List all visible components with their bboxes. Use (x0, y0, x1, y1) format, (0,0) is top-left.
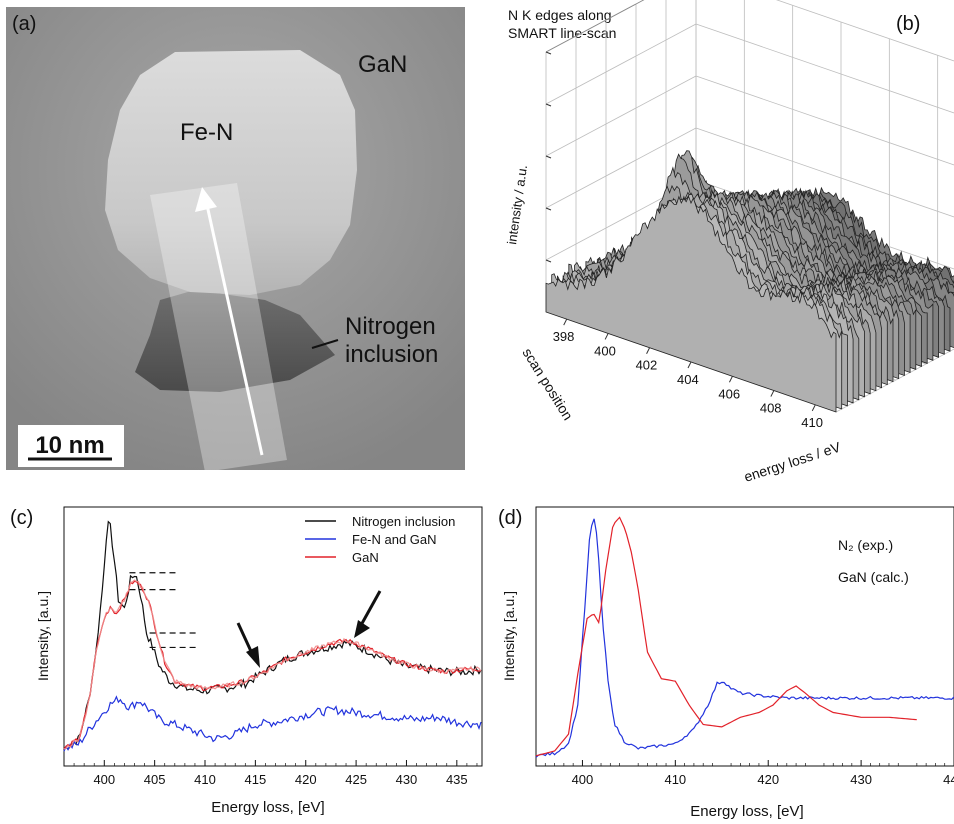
arrow-2-head (354, 620, 370, 638)
plot-d-x-ticks: 400 410 420 430 440 (545, 760, 954, 787)
series-line-fe-n-and-gan (64, 697, 481, 752)
waterfall-z-tick (546, 208, 551, 210)
plot-c-y-label: Intensity, [a.u.] (35, 591, 51, 681)
waterfall-title-line1: N K edges along (508, 7, 612, 23)
panel-b-waterfall: (b) N K edges along SMART line-scan 398 4… (478, 0, 954, 490)
panel-a-micrograph: 10 nm (a) GaN Fe-N Nitrogen inclusion (0, 0, 470, 475)
x-tick-label: 405 (144, 772, 166, 787)
x-tick-label: 400 (93, 772, 115, 787)
waterfall-chart: (b) N K edges along SMART line-scan 398 4… (478, 0, 954, 490)
x-tick-label: 420 (757, 772, 779, 787)
x-tick-label: 430 (396, 772, 418, 787)
waterfall-grid-line (696, 24, 954, 124)
panel-d-label: (d) (498, 507, 522, 529)
plot-c-legend: Nitrogen inclusion Fe-N and GaN GaN (305, 514, 455, 565)
waterfall-x-tick-label: 404 (677, 372, 699, 387)
x-tick-label: 425 (345, 772, 367, 787)
series-line-nitrogen-inclusion (64, 522, 481, 750)
plot-c-x-ticks: 400 405 410 415 420 425 430 435 (64, 760, 477, 787)
panel-d-spectra: (d) 400 410 420 430 440 N₂ (exp.) GaN (calc.… (492, 490, 954, 819)
x-tick-label: 420 (295, 772, 317, 787)
arrow-1-head (246, 646, 260, 668)
legend-c-label-2: Fe-N and GaN (352, 532, 437, 547)
gan-label: GaN (358, 51, 407, 78)
x-tick-label: 410 (194, 772, 216, 787)
legend-d-label-1: N₂ (exp.) (838, 537, 893, 553)
fe-n-label: Fe-N (180, 119, 233, 146)
waterfall-x-tick (812, 405, 815, 411)
panel-c-spectra: (c) 400 405 410 415 420 425 430 435 Nitrogen in… (0, 490, 492, 819)
waterfall-x-tick (605, 333, 608, 339)
series-line-gan-calc- (536, 517, 917, 755)
x-tick-label: 440 (943, 772, 954, 787)
plot-c-x-label: Energy loss, [eV] (211, 799, 324, 816)
x-tick-label: 410 (664, 772, 686, 787)
waterfall-x-tick (771, 391, 774, 397)
x-tick-label: 400 (572, 772, 594, 787)
waterfall-x-tick-label: 410 (801, 415, 823, 430)
scale-bar-label: 10 nm (35, 432, 104, 459)
micrograph-image: 10 nm (a) GaN Fe-N Nitrogen inclusion (0, 0, 470, 475)
spectra-d-chart: (d) 400 410 420 430 440 N₂ (exp.) GaN (calc.… (492, 490, 954, 819)
waterfall-z-tick (546, 52, 551, 54)
waterfall-grid-line (546, 76, 696, 156)
legend-c-label-1: Nitrogen inclusion (352, 514, 455, 529)
x-tick-label: 435 (446, 772, 468, 787)
panel-c-label: (c) (10, 507, 33, 529)
waterfall-x-tick (647, 348, 650, 354)
waterfall-x-tick-label: 400 (594, 343, 616, 358)
waterfall-y-label: scan position (519, 345, 576, 423)
nitrogen-label-line2: inclusion (345, 341, 438, 368)
waterfall-grid-line (696, 0, 954, 72)
plot-d-x-label: Energy loss, [eV] (690, 803, 803, 819)
plot-c-series (64, 522, 481, 752)
plot-d-legend: N₂ (exp.) GaN (calc.) (838, 537, 909, 585)
x-tick-label: 415 (245, 772, 267, 787)
spectra-c-chart: (c) 400 405 410 415 420 425 430 435 Nitrogen in… (0, 490, 492, 819)
plot-d-series (536, 517, 954, 757)
series-line-n-exp- (536, 519, 954, 758)
waterfall-x-tick-label: 398 (553, 329, 575, 344)
plot-d-y-label: Intensity, [a.u.] (501, 591, 517, 681)
waterfall-z-tick (546, 156, 551, 158)
panel-a-label: (a) (12, 13, 36, 35)
waterfall-x-tick (729, 376, 732, 382)
legend-c-label-3: GaN (352, 550, 379, 565)
waterfall-title-line2: SMART line-scan (508, 25, 616, 41)
panel-b-label: (b) (896, 13, 920, 35)
waterfall-x-tick-label: 406 (718, 386, 740, 401)
arrow-2-shaft (360, 591, 380, 627)
waterfall-grid-line (696, 76, 954, 176)
waterfall-x-tick (564, 319, 567, 325)
waterfall-z-tick (546, 104, 551, 106)
nitrogen-label-line1: Nitrogen (345, 313, 436, 340)
waterfall-curves (546, 151, 954, 412)
waterfall-x-tick-label: 402 (636, 358, 658, 373)
waterfall-x-tick-label: 408 (760, 401, 782, 416)
x-tick-label: 430 (850, 772, 872, 787)
waterfall-x-tick (688, 362, 691, 368)
waterfall-z-label: intensity / a.u. (504, 164, 530, 246)
waterfall-x-label: energy loss / eV (742, 438, 843, 484)
legend-d-label-2: GaN (calc.) (838, 569, 909, 585)
waterfall-z-tick (546, 260, 551, 262)
